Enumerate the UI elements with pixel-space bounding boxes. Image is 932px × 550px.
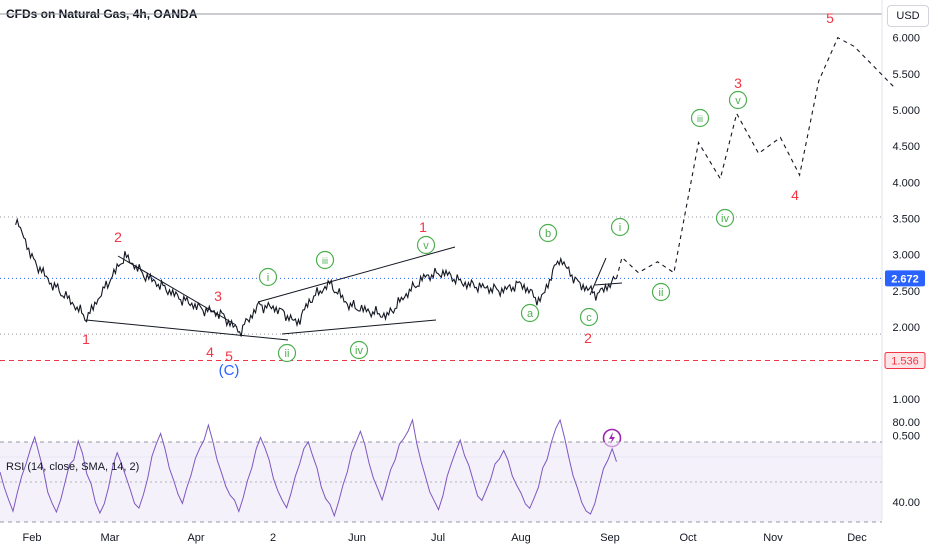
time-tick-label: Dec (847, 532, 867, 544)
wave-label-green: iii (322, 256, 328, 266)
trendline (594, 282, 623, 286)
lightning-icon (609, 432, 615, 445)
price-tick-label: 4.000 (892, 177, 920, 189)
wave-circle (349, 340, 369, 360)
rsi-tick-label: 80.00 (892, 417, 920, 429)
price-tick-label: 1.000 (892, 394, 920, 406)
wave-label-green: iv (721, 213, 729, 225)
wave-circle (520, 303, 540, 323)
wave-label-red: 1 (82, 331, 90, 347)
wave-circle (651, 282, 671, 302)
current-price-badge (885, 270, 925, 287)
wave-label-red: 4 (791, 187, 799, 203)
rsi-line (0, 418, 617, 518)
currency-button[interactable]: USD (887, 5, 929, 27)
wave-circle (258, 267, 278, 287)
wave-circle (277, 343, 297, 363)
wave-label-green: c (586, 312, 592, 324)
price-tick-label: 3.500 (892, 213, 920, 225)
wave-label-green: i (619, 222, 621, 234)
wave-label-red: 1 (419, 219, 427, 235)
wave-label-red: 2 (114, 229, 122, 245)
price-tick-label: 2.000 (892, 322, 920, 334)
wave-label-green: i (267, 272, 269, 284)
forecast-path (615, 36, 896, 279)
wave-circle (610, 217, 630, 237)
time-tick-label: Feb (23, 532, 42, 544)
wave-label-green: ii (659, 287, 664, 299)
time-tick-label: Mar (101, 532, 120, 544)
wave-label-red: 4 (206, 344, 214, 360)
time-tick-label: Nov (763, 532, 783, 544)
current-price-label: 2.672 (891, 273, 919, 285)
wave-label-green: b (545, 228, 551, 240)
wave-label-green: ii (285, 348, 290, 360)
price-tick-label: 2.500 (892, 286, 920, 298)
wave-circle (579, 307, 599, 327)
wave-label-red: 2 (584, 330, 592, 346)
time-tick-label: Aug (511, 532, 531, 544)
wave-label-red: 5 (225, 348, 233, 364)
wave-label-red: 3 (214, 288, 222, 304)
price-tick-label: 5.000 (892, 105, 920, 117)
price-tick-label: 6.000 (892, 33, 920, 45)
wave-label-green: v (423, 240, 429, 252)
price-tick-label: 0.500 (892, 430, 920, 442)
wave-circle (416, 235, 436, 255)
wave-label-green: v (735, 95, 741, 107)
level-badge (884, 351, 926, 369)
price-tick-label: 3.000 (892, 250, 920, 262)
price-tick-label: 4.500 (892, 141, 920, 153)
wave-circle (728, 90, 748, 110)
wave-label-red: 3 (734, 75, 742, 91)
time-tick-label: Jul (431, 532, 445, 544)
wave-circle (538, 223, 558, 243)
price-series-line (15, 217, 617, 337)
wave-circle (690, 108, 710, 128)
wave-label-green: a (527, 308, 534, 320)
level-label: 1.536 (891, 355, 919, 367)
trendline (117, 255, 237, 326)
price-tick-label: 5.500 (892, 69, 920, 81)
rsi-label: RSI (14, close, SMA, 14, 2) (6, 461, 139, 473)
time-tick-label: Apr (187, 532, 204, 544)
trendline (85, 319, 289, 341)
wave-label-blue: (C) (219, 362, 240, 379)
wave-circle (715, 208, 735, 228)
wave-label-red: 5 (826, 10, 834, 26)
wave-label-green: iii (697, 114, 703, 124)
rsi-tick-label: 40.00 (892, 497, 920, 509)
time-tick-label: Sep (600, 532, 620, 544)
time-tick-label: Jun (348, 532, 366, 544)
trendline (257, 246, 456, 303)
time-tick-label: 2 (270, 532, 276, 544)
wave-label-green: iv (355, 345, 363, 357)
wave-circle (315, 250, 335, 270)
time-tick-label: Oct (679, 532, 696, 544)
trendline (281, 319, 437, 335)
trendline (589, 257, 607, 296)
